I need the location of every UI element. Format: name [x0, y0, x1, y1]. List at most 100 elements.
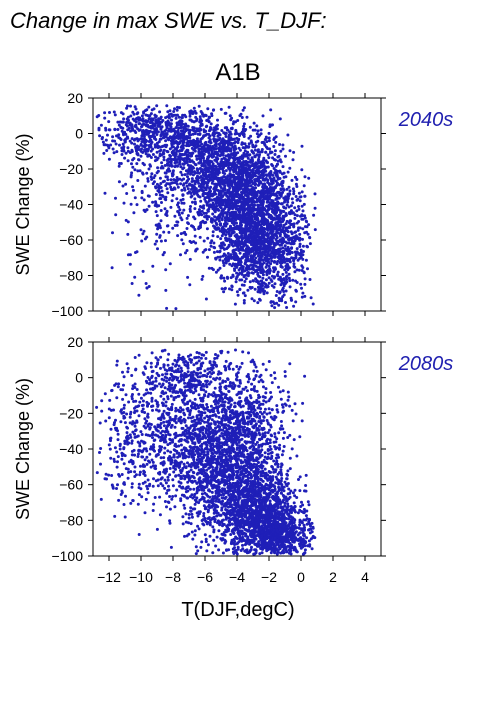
data-point — [236, 201, 240, 205]
data-point — [134, 131, 138, 134]
data-point — [269, 300, 273, 304]
data-point — [229, 147, 233, 151]
data-point — [179, 216, 183, 220]
data-point — [116, 128, 120, 131]
data-point — [215, 177, 219, 181]
data-point — [179, 170, 183, 174]
data-point — [259, 128, 263, 132]
data-point — [218, 250, 222, 254]
data-point — [243, 231, 247, 235]
data-point — [173, 129, 177, 133]
data-point — [237, 157, 241, 161]
data-point — [300, 190, 304, 194]
data-point — [122, 201, 126, 205]
data-point — [293, 206, 297, 210]
data-point — [263, 191, 267, 194]
data-point — [274, 294, 278, 297]
data-point — [151, 509, 155, 512]
data-point — [247, 240, 251, 244]
data-point — [222, 264, 226, 267]
data-point — [258, 176, 262, 180]
data-point — [165, 175, 169, 179]
data-point — [163, 368, 167, 372]
data-point — [243, 146, 247, 150]
data-point — [155, 203, 158, 207]
data-point — [131, 165, 135, 169]
data-point — [285, 262, 289, 266]
data-point — [198, 383, 202, 387]
data-point — [185, 148, 189, 152]
data-point — [126, 253, 130, 257]
data-point — [299, 282, 303, 286]
data-point — [177, 115, 181, 119]
data-point — [241, 164, 245, 168]
data-point — [103, 191, 107, 195]
data-point — [215, 127, 219, 131]
data-point — [284, 247, 288, 251]
data-point — [241, 209, 245, 213]
data-point — [175, 108, 179, 112]
data-point — [172, 389, 176, 393]
data-point — [288, 226, 292, 229]
data-point — [229, 361, 233, 365]
data-point — [252, 299, 256, 303]
data-point — [180, 211, 184, 215]
data-point — [209, 122, 213, 126]
data-point — [158, 382, 161, 386]
data-point — [306, 232, 310, 236]
data-point — [297, 220, 301, 223]
data-point — [238, 287, 242, 291]
data-point — [222, 261, 226, 265]
data-point — [309, 296, 313, 300]
data-point — [224, 192, 228, 196]
data-point — [224, 359, 228, 363]
data-point — [214, 201, 218, 204]
data-point — [219, 195, 223, 199]
data-point — [160, 201, 163, 204]
data-point — [181, 162, 185, 166]
data-point — [292, 262, 296, 266]
data-point — [286, 133, 290, 137]
data-point — [260, 252, 264, 256]
data-point — [223, 188, 227, 192]
data-point — [178, 208, 182, 212]
data-point — [206, 195, 210, 199]
data-point — [246, 208, 250, 212]
data-point — [272, 176, 276, 180]
data-point — [189, 171, 193, 175]
data-point — [208, 198, 212, 202]
data-point — [274, 168, 278, 172]
data-point — [308, 242, 312, 246]
data-point — [256, 150, 260, 154]
data-point — [154, 193, 158, 196]
data-point — [121, 142, 125, 146]
data-point — [209, 220, 213, 223]
data-point — [274, 222, 278, 226]
data-point — [284, 222, 288, 226]
data-point — [142, 111, 146, 115]
data-point — [251, 209, 255, 213]
data-point — [179, 132, 183, 136]
data-point — [236, 119, 240, 122]
data-point — [164, 135, 168, 139]
data-point — [194, 241, 198, 245]
data-point — [261, 276, 265, 280]
data-point — [202, 113, 206, 117]
data-point — [256, 271, 260, 275]
data-point — [183, 381, 187, 385]
data-point — [98, 421, 102, 425]
y-tick-label: −40 — [59, 197, 83, 213]
data-point — [204, 220, 208, 224]
data-point — [112, 151, 116, 155]
data-point — [128, 139, 132, 143]
data-point — [229, 194, 233, 198]
data-point — [162, 148, 166, 152]
data-point — [198, 132, 202, 136]
data-point — [182, 139, 185, 143]
data-point — [274, 158, 277, 162]
data-point — [155, 127, 158, 131]
data-point — [207, 154, 211, 158]
data-point — [204, 173, 208, 177]
data-point — [295, 185, 299, 188]
data-point — [179, 253, 182, 257]
